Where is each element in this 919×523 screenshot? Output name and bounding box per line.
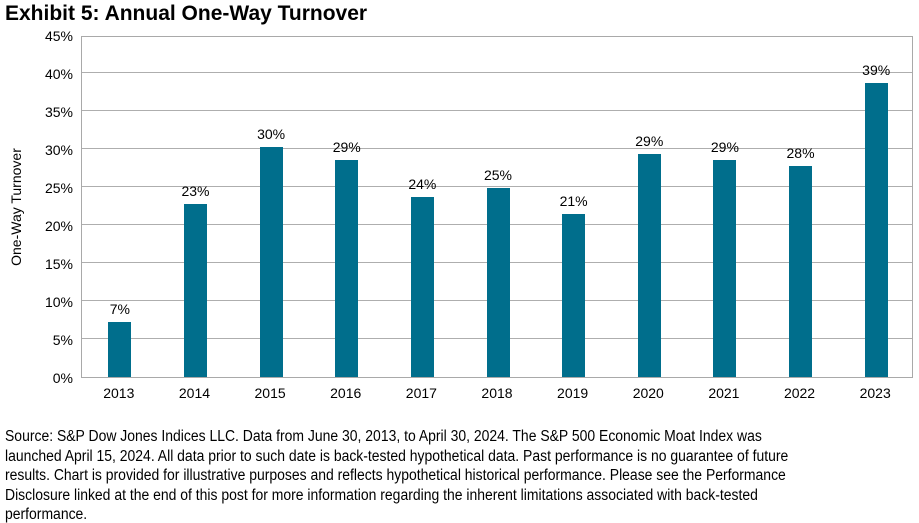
footer-line: launched April 15, 2024. All data prior … (5, 447, 789, 465)
bar-2020 (637, 153, 661, 377)
bar-2016 (335, 160, 359, 377)
bar-2019 (562, 214, 586, 377)
y-axis-title: One-Way Turnover (8, 148, 24, 266)
x-tick-label: 2017 (405, 385, 437, 401)
y-tick-label: 35% (44, 104, 73, 120)
gridline (82, 72, 912, 73)
y-tick-label: 15% (44, 256, 73, 272)
footer-line: performance. (5, 506, 88, 523)
x-tick-label: 2015 (254, 385, 286, 401)
turnover-bar-chart: One-Way Turnover 7% 23% 30% 29% 24% 25% 21% 29%… (6, 28, 913, 401)
bar-value-label: 29% (710, 138, 739, 155)
footer-line: Source: S&P Dow Jones Indices LLC. Data … (5, 428, 762, 445)
bar-2013 (108, 322, 132, 377)
x-tick-label: 2013 (103, 385, 135, 401)
bar-value-label: 21% (559, 193, 588, 210)
bar-value-label: 39% (862, 61, 891, 78)
y-tick-label: 25% (44, 180, 73, 196)
x-tick-label: 2021 (708, 385, 740, 401)
x-tick-label: 2018 (481, 385, 513, 401)
bar-2017 (410, 196, 434, 377)
y-axis-title-wrap: One-Way Turnover (6, 36, 26, 378)
x-tick-label: 2022 (783, 385, 816, 401)
y-tick-label: 0% (52, 370, 73, 386)
y-tick-label: 5% (52, 332, 73, 348)
bar-2014 (183, 204, 207, 377)
bar-value-label: 23% (181, 183, 210, 200)
bar-2022 (789, 165, 813, 377)
bar-2021 (713, 159, 737, 377)
y-tick-label: 45% (44, 28, 73, 44)
y-tick-label: 10% (44, 294, 73, 310)
bar-value-label: 7% (109, 301, 130, 318)
bar-value-label: 28% (786, 144, 815, 161)
x-tick-label: 2020 (632, 385, 664, 401)
gridline (82, 186, 912, 187)
bar-value-label: 25% (483, 166, 513, 183)
gridline (82, 148, 912, 149)
footer-line: results. Chart is provided for illustrat… (5, 467, 786, 484)
y-tick-label: 40% (44, 66, 73, 82)
bar-value-label: 24% (408, 175, 437, 192)
bar-2018 (486, 187, 510, 377)
bar-2023 (864, 82, 888, 377)
gridline (82, 110, 912, 111)
x-tick-label: 2014 (178, 385, 211, 401)
x-tick-label: 2016 (330, 385, 362, 401)
x-tick-label: 2023 (859, 385, 891, 401)
bar-value-label: 30% (257, 126, 286, 143)
chart-title: Exhibit 5: Annual One-Way Turnover (5, 2, 368, 25)
plot-area: 7% 23% 30% 29% 24% 25% 21% 29% 29% 28% 39% (81, 36, 913, 378)
x-tick-label: 2019 (557, 385, 589, 401)
bar-2015 (259, 147, 283, 377)
y-tick-label: 20% (44, 218, 73, 234)
source-disclosure-text: Source: S&P Dow Jones Indices LLC. Data … (5, 427, 919, 523)
bar-value-label: 29% (332, 139, 361, 156)
footer-line: Disclosure linked at the end of this pos… (5, 486, 758, 504)
bar-value-label: 29% (635, 132, 664, 149)
y-tick-label: 30% (44, 142, 73, 158)
